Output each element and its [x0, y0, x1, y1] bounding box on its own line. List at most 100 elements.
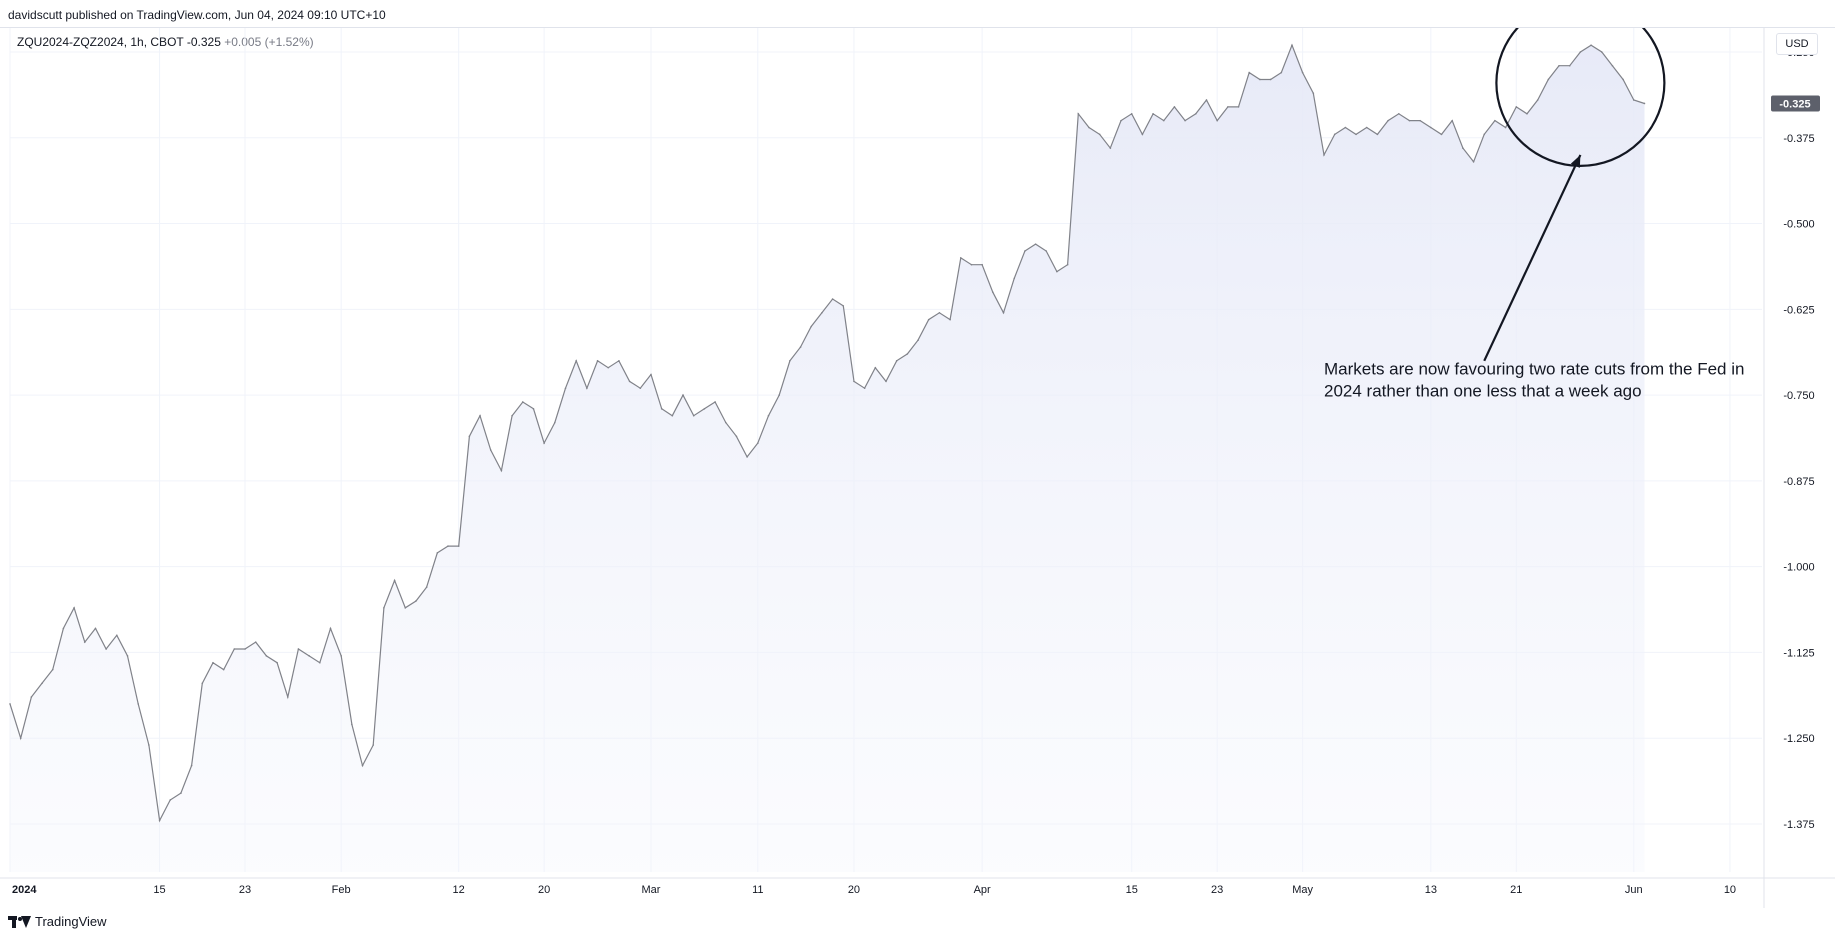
data-point-113 — [1216, 119, 1218, 122]
data-point-45 — [489, 449, 492, 451]
tradingview-logo[interactable]: TradingView — [8, 914, 107, 929]
data-point-64 — [692, 414, 695, 417]
data-point-49 — [532, 408, 535, 410]
y-tick-label-9: -1.375 — [1783, 819, 1814, 831]
data-point-85 — [917, 339, 919, 342]
data-point-3 — [41, 682, 43, 685]
data-point-93 — [1002, 311, 1005, 314]
data-point-149 — [1600, 51, 1603, 53]
symbol-legend: ZQU2024-ZQZ2024, 1h, CBOT -0.325 +0.005 … — [17, 35, 314, 49]
x-tick-label-15: Jun — [1625, 884, 1643, 896]
data-point-51 — [554, 421, 556, 424]
data-point-89 — [959, 257, 962, 259]
annotation-text-line-1: 2024 rather than one less that a week ag… — [1324, 382, 1642, 401]
data-point-80 — [863, 387, 866, 390]
symbol-last: -0.325 — [186, 35, 221, 49]
data-point-121 — [1301, 71, 1304, 74]
data-point-135 — [1451, 119, 1453, 122]
data-point-150 — [1611, 64, 1614, 67]
data-point-59 — [639, 387, 642, 390]
data-point-91 — [981, 263, 983, 266]
data-point-4 — [51, 668, 54, 671]
data-point-144 — [1547, 78, 1550, 81]
data-point-128 — [1376, 133, 1379, 136]
data-point-58 — [628, 380, 631, 383]
data-point-73 — [789, 359, 791, 362]
x-tick-label-8: 20 — [848, 884, 860, 896]
data-point-123 — [1323, 154, 1325, 156]
data-point-38 — [415, 600, 417, 602]
data-point-88 — [949, 318, 951, 321]
last-price-label: -0.325 — [1779, 98, 1810, 110]
data-point-41 — [447, 545, 449, 547]
data-point-31 — [340, 655, 342, 657]
data-point-2 — [30, 696, 33, 698]
series-points — [9, 44, 1646, 822]
data-point-62 — [671, 414, 674, 417]
data-point-148 — [1590, 44, 1592, 46]
data-point-129 — [1387, 119, 1389, 122]
x-tick-label-13: 13 — [1425, 884, 1437, 896]
annotation-ellipse — [1495, 28, 1666, 167]
data-point-100 — [1077, 112, 1080, 115]
price-chart[interactable]: -0.250-0.375-0.500-0.625-0.750-0.875-1.0… — [0, 28, 1835, 908]
data-point-151 — [1622, 78, 1624, 81]
data-point-53 — [575, 359, 577, 362]
y-tick-label-1: -0.375 — [1783, 133, 1814, 145]
data-point-126 — [1355, 133, 1357, 136]
data-point-0 — [9, 703, 11, 705]
symbol-change: +0.005 (+1.52%) — [224, 35, 314, 49]
data-point-101 — [1088, 126, 1090, 129]
data-point-82 — [885, 380, 887, 383]
data-point-30 — [329, 627, 332, 630]
data-point-106 — [1141, 133, 1144, 136]
data-point-98 — [1056, 270, 1058, 273]
publish-header: davidscutt published on TradingView.com,… — [0, 0, 1835, 28]
data-point-140 — [1504, 126, 1507, 129]
x-tick-label-9: Apr — [974, 884, 991, 896]
data-point-70 — [757, 442, 759, 444]
footer: TradingView — [0, 908, 1835, 939]
data-point-18 — [201, 682, 204, 685]
data-point-109 — [1173, 106, 1176, 108]
data-point-26 — [286, 696, 289, 698]
data-point-125 — [1344, 126, 1347, 129]
data-point-50 — [543, 442, 545, 444]
data-point-131 — [1408, 119, 1411, 122]
currency-button[interactable]: USD — [1776, 33, 1818, 55]
data-point-99 — [1066, 263, 1069, 266]
data-point-34 — [372, 744, 375, 746]
data-point-90 — [970, 263, 973, 266]
data-point-146 — [1568, 64, 1571, 67]
data-point-60 — [650, 373, 652, 376]
data-point-136 — [1462, 147, 1464, 149]
data-point-107 — [1152, 112, 1154, 115]
data-point-14 — [158, 819, 161, 822]
data-point-65 — [703, 408, 706, 410]
annotation-arrow-head — [1570, 154, 1581, 168]
data-point-112 — [1205, 99, 1208, 101]
published-by-text: davidscutt published on TradingView.com,… — [8, 8, 386, 22]
x-axis: 2024 15 23 Feb 12 20 Mar 11 20 Apr 15 23 May 13 21 Jun 1… — [0, 877, 1835, 896]
y-tick-label-5: -0.875 — [1783, 476, 1814, 488]
data-point-119 — [1280, 71, 1283, 74]
x-tick-label-7: 11 — [752, 884, 763, 896]
data-point-94 — [1013, 277, 1015, 280]
data-point-145 — [1558, 64, 1560, 67]
data-point-102 — [1098, 133, 1101, 136]
last-price-tag-group: -0.325 — [1771, 95, 1820, 112]
data-point-74 — [799, 346, 802, 348]
x-tick-label-10: 15 — [1126, 884, 1138, 896]
data-point-92 — [992, 291, 994, 293]
data-point-111 — [1195, 112, 1197, 115]
data-point-48 — [521, 401, 524, 403]
annotation-text-line-0: Markets are now favouring two rate cuts … — [1324, 360, 1744, 379]
x-tick-label-1: 15 — [153, 884, 165, 896]
data-point-47 — [511, 414, 513, 417]
data-point-127 — [1365, 126, 1368, 129]
data-point-134 — [1440, 133, 1443, 136]
data-point-152 — [1633, 99, 1635, 101]
data-point-83 — [895, 359, 898, 362]
y-tick-label-3: -0.625 — [1783, 304, 1814, 316]
x-tick-label-12: May — [1292, 884, 1313, 896]
